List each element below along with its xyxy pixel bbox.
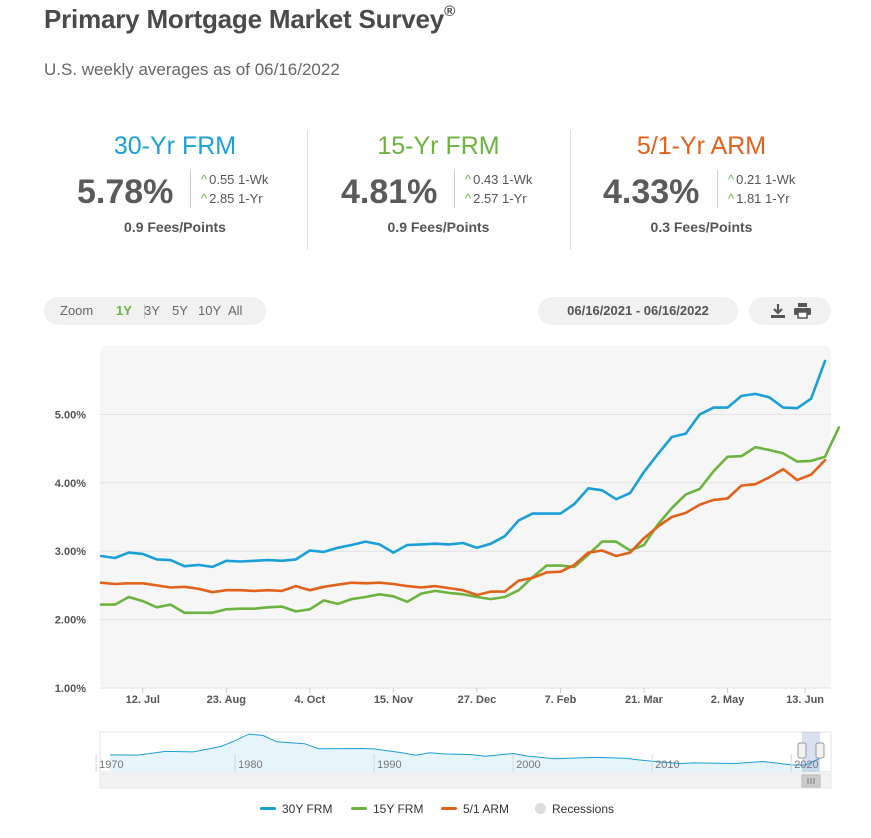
y-tick-label: 5.00% <box>55 409 86 421</box>
zoom-bar: Zoom 1Y 3Y 5Y 10Y All <box>44 297 266 325</box>
rate-name: 15-Yr FRM <box>377 132 500 160</box>
legend-item-arm[interactable]: 5/1 ARM <box>441 802 509 816</box>
zoom-5y-button[interactable]: 5Y <box>172 303 188 318</box>
yearly-change: ^ 2.85 1-Yr <box>201 191 263 206</box>
navigator-tick-label: 2000 <box>516 759 540 771</box>
x-tick-label: 7. Feb <box>545 694 577 706</box>
legend-dot <box>535 803 546 815</box>
download-icon[interactable] <box>770 303 786 319</box>
rate-value: 5.78% <box>77 173 174 211</box>
rate-fees: 0.9 Fees/Points <box>387 219 490 235</box>
date-range-display[interactable]: 06/16/2021 - 06/16/2022 <box>538 297 738 325</box>
legend-item-15y[interactable]: 15Y FRM <box>351 802 423 816</box>
zoom-10y-button[interactable]: 10Y <box>198 303 222 318</box>
yearly-change: ^ 2.57 1-Yr <box>465 191 527 206</box>
zoom-all-button[interactable]: All <box>228 303 243 318</box>
caret-up-icon: ^ <box>728 191 735 206</box>
caret-up-icon: ^ <box>465 191 472 206</box>
rate-card-5-1-arm: 5/1-Yr ARM 4.33% ^ 0.21 1-Wk ^ 1.81 1-Yr 0… <box>570 130 832 250</box>
rate-card-30yr: 30-Yr FRM 5.78% ^ 0.55 1-Wk ^ 2.85 1-Yr 0.… <box>44 130 306 250</box>
legend-item-recessions[interactable]: Recessions <box>535 802 614 816</box>
y-tick-label: 3.00% <box>55 546 86 558</box>
navigator-area <box>110 734 819 772</box>
rate-card-15yr: 15-Yr FRM 4.81% ^ 0.43 1-Wk ^ 2.57 1-Yr 0.… <box>307 130 569 250</box>
series-line-30y-frm <box>99 359 827 569</box>
scrollbar-grip-icon <box>807 778 815 784</box>
chart-legend: 30Y FRM 15Y FRM 5/1 ARM Recessions <box>0 800 871 820</box>
print-icon[interactable] <box>794 303 811 319</box>
navigator-tick-label: 1980 <box>238 759 262 771</box>
caret-up-icon: ^ <box>201 172 208 187</box>
caret-up-icon: ^ <box>728 172 735 187</box>
series-line-5-1-arm <box>99 458 827 597</box>
rate-changes: ^ 0.43 1-Wk ^ 2.57 1-Yr <box>454 170 532 208</box>
navigator-scrollbar-track <box>99 773 832 789</box>
rate-name: 5/1-Yr ARM <box>636 132 767 160</box>
rate-changes: ^ 0.55 1-Wk ^ 2.85 1-Yr <box>190 170 268 208</box>
navigator-handle[interactable] <box>815 742 825 759</box>
navigator-tick-label: 1970 <box>99 759 123 771</box>
y-tick-label: 4.00% <box>55 478 86 490</box>
rate-value: 4.33% <box>603 173 700 211</box>
navigator-handle[interactable] <box>797 742 807 759</box>
weekly-change: ^ 0.21 1-Wk <box>728 172 796 187</box>
x-tick-label: 27. Dec <box>458 694 497 706</box>
legend-swatch <box>260 807 276 811</box>
page-subtitle: U.S. weekly averages as of 06/16/2022 <box>44 60 340 79</box>
rate-fees: 0.9 Fees/Points <box>124 219 226 235</box>
weekly-change: ^ 0.43 1-Wk <box>465 172 533 187</box>
legend-swatch <box>441 807 457 811</box>
plot-area <box>100 346 831 688</box>
rate-name: 30-Yr FRM <box>113 132 237 160</box>
x-tick-label: 4. Oct <box>295 694 326 706</box>
caret-up-icon: ^ <box>201 191 208 206</box>
chart-tools <box>749 297 831 325</box>
registered-mark: ® <box>444 3 455 21</box>
caret-up-icon: ^ <box>465 172 472 187</box>
x-tick-label: 23. Aug <box>207 694 246 706</box>
navigator-tick-label: 2020 <box>794 759 818 771</box>
x-tick-label: 15. Nov <box>374 694 414 706</box>
y-tick-label: 1.00% <box>55 683 86 695</box>
x-tick-label: 21. Mar <box>625 694 664 706</box>
zoom-divider <box>144 304 145 319</box>
navigator-selection <box>802 732 820 772</box>
rate-changes: ^ 0.21 1-Wk ^ 1.81 1-Yr <box>717 170 795 208</box>
y-tick-label: 2.00% <box>55 615 86 627</box>
legend-swatch <box>351 807 367 811</box>
rate-fees: 0.3 Fees/Points <box>650 219 753 235</box>
zoom-label: Zoom <box>60 303 94 318</box>
zoom-1y-button[interactable]: 1Y <box>116 303 132 318</box>
navigator-tick-label: 2010 <box>655 759 679 771</box>
weekly-change: ^ 0.55 1-Wk <box>201 172 269 187</box>
navigator-line <box>109 733 820 766</box>
rate-value: 4.81% <box>341 173 438 211</box>
zoom-3y-button[interactable]: 3Y <box>144 303 160 318</box>
x-tick-label: 2. May <box>711 694 746 706</box>
legend-item-30y[interactable]: 30Y FRM <box>260 802 332 816</box>
x-tick-label: 12. Jul <box>126 694 160 706</box>
series-line-15y-frm <box>99 426 841 615</box>
yearly-change: ^ 1.81 1-Yr <box>728 191 790 206</box>
navigator-tick-label: 1990 <box>377 759 401 771</box>
page-title: Primary Mortgage Market Survey® <box>44 3 455 34</box>
x-tick-label: 13. Jun <box>786 694 824 706</box>
